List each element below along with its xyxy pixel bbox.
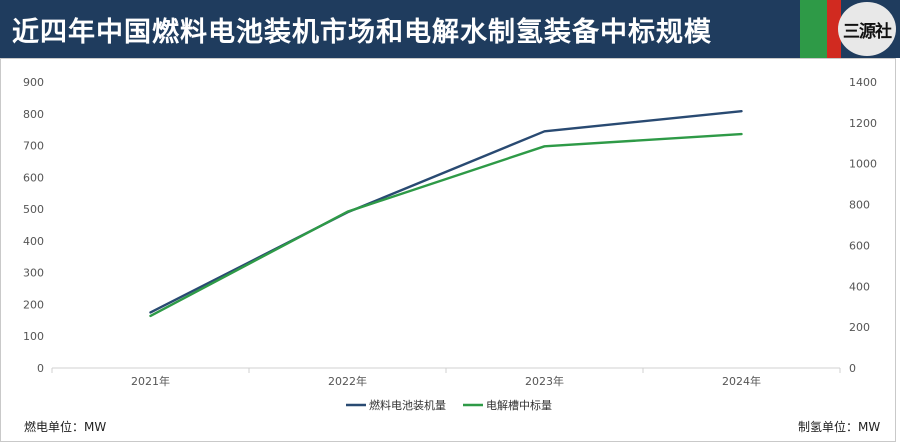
y-right-tick-label: 400	[849, 280, 870, 293]
y-right-tick-label: 0	[849, 362, 856, 375]
header-banner: 近四年中国燃料电池装机市场和电解水制氢装备中标规模 三源社	[0, 0, 900, 58]
legend-label: 电解槽中标量	[486, 398, 552, 412]
y-left-tick-label: 900	[23, 76, 44, 89]
x-tick-label: 2021年	[131, 374, 170, 388]
chart-panel	[0, 58, 896, 442]
right-unit-label: 制氢单位：MW	[798, 420, 881, 434]
red-stripe	[827, 0, 841, 58]
y-right-tick-label: 1400	[849, 76, 877, 89]
y-right-tick-label: 1000	[849, 158, 877, 171]
brand-logo: 三源社	[838, 2, 896, 56]
y-left-tick-label: 100	[23, 330, 44, 343]
y-left-tick-label: 0	[37, 362, 44, 375]
y-left-tick-label: 300	[23, 267, 44, 280]
y-right-tick-label: 600	[849, 239, 870, 252]
y-left-tick-label: 500	[23, 203, 44, 216]
series-line	[149, 109, 743, 314]
x-tick-label: 2023年	[525, 374, 564, 388]
series-line	[149, 132, 743, 318]
y-left-tick-label: 200	[23, 298, 44, 311]
y-right-tick-label: 1200	[849, 117, 877, 130]
y-left-tick-label: 400	[23, 235, 44, 248]
y-left-tick-label: 600	[23, 171, 44, 184]
y-right-tick-label: 200	[849, 321, 870, 334]
green-stripe	[800, 0, 827, 58]
y-right-tick-label: 800	[849, 199, 870, 212]
x-tick-label: 2024年	[722, 374, 761, 388]
y-left-tick-label: 800	[23, 108, 44, 121]
left-unit-label: 燃电单位：MW	[24, 420, 107, 434]
page-title: 近四年中国燃料电池装机市场和电解水制氢装备中标规模	[12, 17, 712, 48]
y-left-tick-label: 700	[23, 140, 44, 153]
legend-label: 燃料电池装机量	[369, 398, 446, 412]
x-tick-label: 2022年	[328, 374, 367, 388]
